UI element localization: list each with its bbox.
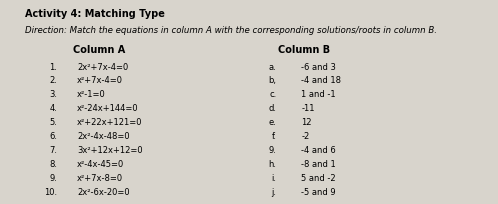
Text: Activity 4: Matching Type: Activity 4: Matching Type <box>25 9 165 19</box>
Text: 9.: 9. <box>268 145 276 154</box>
Text: 2.: 2. <box>49 76 57 85</box>
Text: 5 and -2: 5 and -2 <box>301 173 336 182</box>
Text: -4 and 6: -4 and 6 <box>301 145 336 154</box>
Text: x²+22x+121=0: x²+22x+121=0 <box>77 118 143 127</box>
Text: h.: h. <box>268 159 276 168</box>
Text: -6 and 3: -6 and 3 <box>301 62 336 71</box>
Text: -2: -2 <box>301 132 310 141</box>
Text: 3.: 3. <box>49 90 57 99</box>
Text: x²+7x-4=0: x²+7x-4=0 <box>77 76 123 85</box>
Text: b,: b, <box>268 76 276 85</box>
Text: 8.: 8. <box>49 159 57 168</box>
Text: c.: c. <box>269 90 276 99</box>
Text: 4.: 4. <box>49 104 57 113</box>
Text: -11: -11 <box>301 104 315 113</box>
Text: 5.: 5. <box>49 118 57 127</box>
Text: 1 and -1: 1 and -1 <box>301 90 336 99</box>
Text: 1.: 1. <box>49 62 57 71</box>
Text: -8 and 1: -8 and 1 <box>301 159 336 168</box>
Text: 7.: 7. <box>49 145 57 154</box>
Text: e.: e. <box>268 118 276 127</box>
Text: d.: d. <box>268 104 276 113</box>
Text: f.: f. <box>271 132 276 141</box>
Text: Column B: Column B <box>278 45 330 55</box>
Text: j.: j. <box>271 187 276 196</box>
Text: 9.: 9. <box>49 173 57 182</box>
Text: Column A: Column A <box>74 45 125 55</box>
Text: 2x²-4x-48=0: 2x²-4x-48=0 <box>77 132 130 141</box>
Text: x²-1=0: x²-1=0 <box>77 90 106 99</box>
Text: x²-4x-45=0: x²-4x-45=0 <box>77 159 124 168</box>
Text: x²+7x-8=0: x²+7x-8=0 <box>77 173 124 182</box>
Text: a.: a. <box>268 62 276 71</box>
Text: 6.: 6. <box>49 132 57 141</box>
Text: i.: i. <box>271 173 276 182</box>
Text: -5 and 9: -5 and 9 <box>301 187 336 196</box>
Text: 2x²+7x-4=0: 2x²+7x-4=0 <box>77 62 128 71</box>
Text: 3x²+12x+12=0: 3x²+12x+12=0 <box>77 145 143 154</box>
Text: 2x²-6x-20=0: 2x²-6x-20=0 <box>77 187 130 196</box>
Text: x²-24x+144=0: x²-24x+144=0 <box>77 104 139 113</box>
Text: 12: 12 <box>301 118 312 127</box>
Text: 10.: 10. <box>44 187 57 196</box>
Text: -4 and 18: -4 and 18 <box>301 76 341 85</box>
Text: Direction: Match the equations in column A with the corresponding solutions/root: Direction: Match the equations in column… <box>25 26 437 34</box>
